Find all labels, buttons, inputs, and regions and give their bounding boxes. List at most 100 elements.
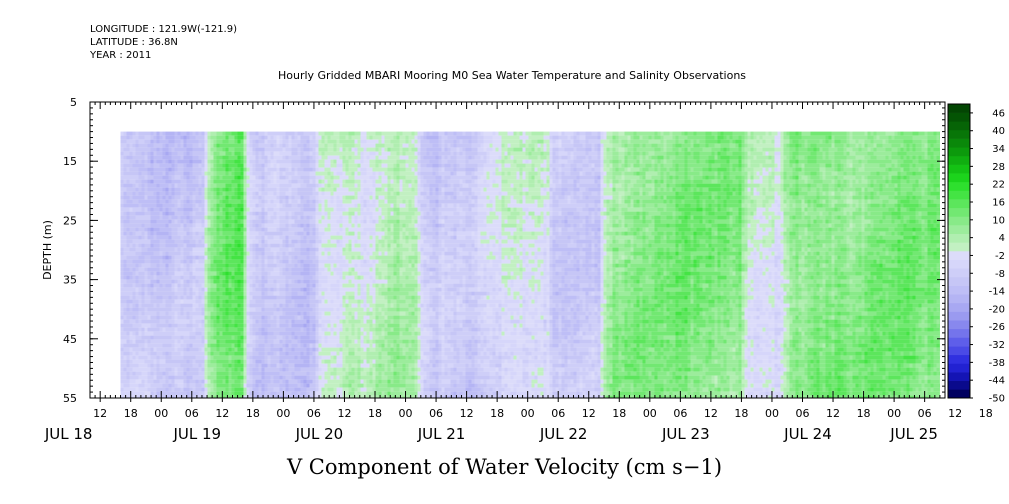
field-cell	[273, 315, 277, 320]
field-cell	[216, 239, 220, 244]
field-cell	[186, 259, 190, 264]
field-cell	[231, 199, 235, 204]
field-cell	[285, 187, 289, 192]
field-cell	[249, 255, 253, 260]
field-cell	[216, 263, 220, 268]
field-cell	[327, 391, 331, 396]
field-cell	[150, 191, 154, 196]
field-cell	[318, 367, 322, 372]
field-cell	[252, 395, 256, 398]
field-cell	[294, 287, 298, 292]
field-cell	[171, 363, 175, 368]
field-cell	[315, 135, 319, 140]
field-cell	[210, 383, 214, 388]
field-cell	[153, 363, 157, 368]
field-cell	[144, 155, 148, 160]
field-cell	[297, 355, 301, 360]
field-cell	[153, 323, 157, 328]
field-cell	[186, 363, 190, 368]
field-cell	[219, 243, 223, 248]
field-cell	[234, 151, 238, 156]
field-cell	[195, 179, 199, 184]
field-cell	[240, 295, 244, 300]
field-cell	[309, 387, 313, 392]
field-cell	[216, 255, 220, 260]
field-cell	[309, 203, 313, 208]
field-cell	[174, 307, 178, 312]
field-cell	[159, 335, 163, 340]
field-cell	[126, 151, 130, 156]
field-cell	[198, 367, 202, 372]
field-cell	[144, 215, 148, 220]
field-cell	[306, 263, 310, 268]
field-cell	[297, 291, 301, 296]
field-cell	[321, 327, 325, 332]
field-cell	[180, 391, 184, 396]
field-cell	[279, 367, 283, 372]
field-cell	[156, 191, 160, 196]
field-cell	[294, 203, 298, 208]
field-cell	[210, 271, 214, 276]
field-cell	[195, 315, 199, 320]
field-cell	[309, 179, 313, 184]
field-cell	[240, 259, 244, 264]
field-cell	[246, 383, 250, 388]
field-cell	[285, 371, 289, 376]
field-cell	[204, 155, 208, 160]
field-cell	[153, 343, 157, 348]
field-cell	[159, 339, 163, 344]
field-cell	[120, 295, 124, 300]
field-cell	[309, 363, 313, 368]
field-cell	[123, 315, 127, 320]
field-cell	[171, 315, 175, 320]
field-cell	[255, 319, 259, 324]
field-cell	[201, 375, 205, 380]
field-cell	[168, 219, 172, 224]
field-cell	[174, 143, 178, 148]
field-cell	[174, 235, 178, 240]
field-cell	[186, 155, 190, 160]
field-cell	[141, 219, 145, 224]
field-cell	[246, 279, 250, 284]
field-cell	[231, 235, 235, 240]
field-cell	[282, 339, 286, 344]
field-cell	[147, 383, 151, 388]
field-cell	[294, 223, 298, 228]
field-cell	[252, 291, 256, 296]
field-cell	[165, 211, 169, 216]
field-cell	[279, 271, 283, 276]
field-cell	[291, 367, 295, 372]
field-cell	[327, 279, 331, 284]
field-cell	[129, 207, 133, 212]
field-cell	[153, 331, 157, 336]
field-cell	[180, 203, 184, 208]
field-cell	[333, 223, 337, 228]
field-cell	[186, 143, 190, 148]
field-cell	[189, 271, 193, 276]
field-cell	[177, 199, 181, 204]
field-cell	[174, 331, 178, 336]
field-cell	[252, 215, 256, 220]
field-cell	[165, 187, 169, 192]
field-cell	[312, 259, 316, 264]
field-cell	[306, 135, 310, 140]
field-cell	[213, 275, 217, 280]
field-cell	[150, 351, 154, 356]
field-cell	[279, 227, 283, 232]
field-cell	[162, 379, 166, 384]
field-cell	[120, 363, 124, 368]
field-cell	[246, 355, 250, 360]
field-cell	[315, 371, 319, 376]
field-cell	[228, 307, 232, 312]
field-cell	[252, 251, 256, 256]
field-cell	[183, 239, 187, 244]
field-cell	[237, 243, 241, 248]
field-cell	[243, 271, 247, 276]
field-cell	[339, 199, 343, 204]
field-cell	[276, 363, 280, 368]
field-cell	[294, 311, 298, 316]
field-cell	[300, 343, 304, 348]
field-cell	[159, 195, 163, 200]
field-cell	[252, 371, 256, 376]
field-cell	[273, 155, 277, 160]
